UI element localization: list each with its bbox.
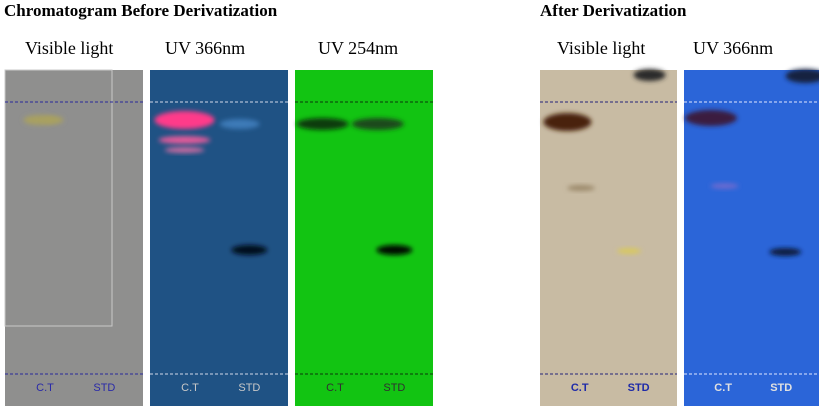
panel-label: UV 366nm bbox=[165, 38, 245, 58]
spot bbox=[710, 183, 739, 189]
spot bbox=[567, 185, 596, 191]
lane-label: C.T bbox=[571, 382, 589, 394]
lane-label: C.T bbox=[36, 382, 54, 394]
lane-label: STD bbox=[770, 382, 792, 394]
spot bbox=[296, 118, 349, 130]
spot bbox=[633, 69, 666, 81]
spot bbox=[769, 248, 802, 256]
lane-label: STD bbox=[93, 382, 115, 394]
panel-label: UV 254nm bbox=[318, 38, 398, 58]
spot bbox=[376, 245, 413, 255]
plate-outline bbox=[4, 69, 113, 327]
spot bbox=[231, 245, 268, 255]
spot bbox=[617, 248, 642, 254]
lane-label: C.T bbox=[326, 382, 344, 394]
panel-label: UV 366nm bbox=[693, 38, 773, 58]
spot bbox=[685, 110, 737, 126]
spot bbox=[785, 69, 819, 83]
lane-label: STD bbox=[383, 382, 405, 394]
tlc-plate bbox=[5, 70, 143, 406]
spot bbox=[219, 119, 260, 129]
panel-label: Visible light bbox=[25, 38, 113, 58]
before-title: Chromatogram Before Derivatization bbox=[4, 1, 278, 20]
lane-label: C.T bbox=[181, 382, 199, 394]
spot bbox=[154, 111, 215, 129]
spot bbox=[164, 147, 205, 153]
after-title: After Derivatization bbox=[540, 1, 687, 20]
lane-label: C.T bbox=[714, 382, 732, 394]
plates: C.T STD C.T STD C.T STD C.T STD C.T STD bbox=[4, 69, 819, 406]
spot bbox=[543, 113, 592, 131]
panel-label: Visible light bbox=[557, 38, 645, 58]
lane-label: STD bbox=[628, 382, 650, 394]
tlc-plate bbox=[684, 70, 819, 406]
spot bbox=[43, 116, 64, 124]
spot bbox=[351, 118, 404, 130]
lane-label: STD bbox=[238, 382, 260, 394]
spot bbox=[158, 136, 211, 144]
